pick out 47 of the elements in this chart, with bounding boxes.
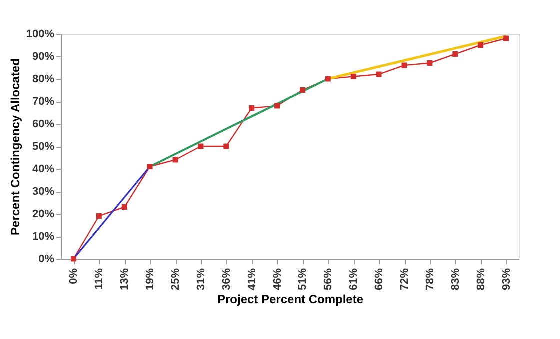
- x-tick-label: 78%: [424, 268, 436, 291]
- point: [96, 214, 102, 219]
- x-tick-label: 31%: [195, 268, 208, 291]
- x-tick-label: 11%: [94, 268, 106, 290]
- x-tick-label: 72%: [399, 268, 411, 291]
- x-tick-label: 41%: [246, 268, 258, 291]
- point: [452, 52, 458, 57]
- point: [427, 60, 433, 66]
- y-tick-label: 100%: [26, 28, 55, 40]
- y-tick-label: 40%: [32, 164, 55, 176]
- point: [325, 76, 331, 82]
- x-tick-label: 46%: [272, 268, 284, 291]
- y-tick-label: 80%: [32, 74, 55, 86]
- y-tick-label: 0%: [38, 254, 55, 266]
- x-tick-label: 25%: [170, 268, 182, 291]
- point: [376, 72, 382, 78]
- x-tick-label: 88%: [475, 268, 488, 291]
- point: [224, 144, 230, 150]
- y-tick-label: 20%: [32, 208, 55, 220]
- x-tick-label: 66%: [374, 268, 386, 291]
- x-axis-title: Project Percent Complete: [217, 292, 364, 307]
- point: [478, 42, 484, 48]
- point: [300, 88, 306, 93]
- x-tick-label: 0%: [68, 268, 80, 284]
- point: [249, 106, 255, 111]
- x-tick-label: 93%: [500, 268, 513, 291]
- point: [274, 103, 280, 109]
- y-axis-title: Percent Contingency Allocated: [8, 58, 22, 236]
- y-tick-label: 10%: [32, 231, 55, 243]
- x-tick-label: 51%: [297, 268, 310, 291]
- point: [350, 74, 356, 80]
- x-tick-label: 19%: [144, 268, 157, 291]
- point: [122, 204, 128, 210]
- x-tick-label: 56%: [322, 268, 335, 291]
- point: [198, 144, 204, 150]
- point: [504, 36, 510, 42]
- y-tick-label: 70%: [32, 96, 55, 108]
- x-tick-label: 61%: [348, 268, 360, 291]
- y-tick-label: 90%: [32, 51, 55, 63]
- x-tick-label: 36%: [220, 268, 233, 291]
- y-tick-label: 30%: [32, 186, 55, 198]
- y-tick-label: 50%: [32, 141, 55, 153]
- y-tick-label: 60%: [32, 118, 55, 130]
- x-tick-label: 13%: [119, 268, 132, 291]
- x-tick-label: 83%: [450, 268, 462, 291]
- point: [70, 256, 76, 262]
- point: [147, 164, 153, 170]
